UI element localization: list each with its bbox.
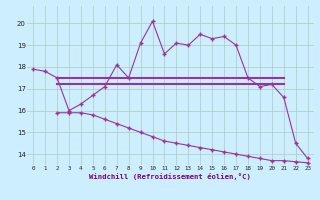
X-axis label: Windchill (Refroidissement éolien,°C): Windchill (Refroidissement éolien,°C) xyxy=(90,173,251,180)
